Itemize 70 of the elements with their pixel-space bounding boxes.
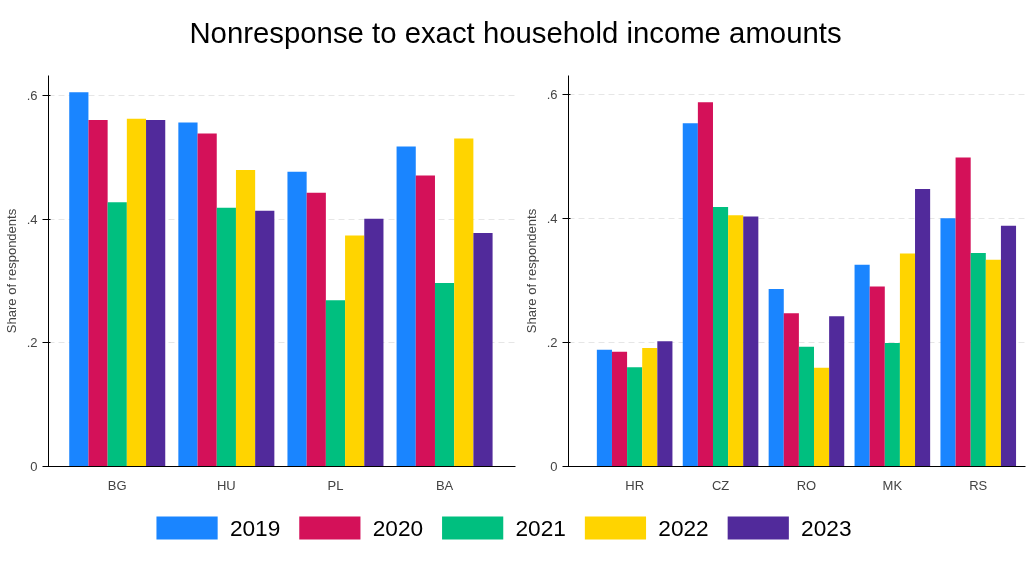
bar xyxy=(743,216,759,467)
bar xyxy=(829,316,845,467)
bar xyxy=(697,102,713,467)
bar xyxy=(306,192,326,467)
x-tick-label: MK xyxy=(882,477,903,493)
bar xyxy=(798,346,815,467)
chart-title: Nonresponse to exact household income amounts xyxy=(189,16,842,49)
bar xyxy=(287,171,307,467)
y-axis-title: Share of respondents xyxy=(3,208,19,334)
y-axis-title: Share of respondents xyxy=(523,208,539,334)
bar xyxy=(325,300,346,467)
bar xyxy=(596,349,612,467)
bar xyxy=(915,189,931,467)
bar xyxy=(1000,225,1017,467)
y-tick-label: .6 xyxy=(546,86,558,102)
bar xyxy=(783,313,799,467)
bar xyxy=(255,210,275,467)
bar xyxy=(415,175,435,467)
bar xyxy=(728,215,744,467)
bar xyxy=(88,119,108,467)
bar xyxy=(682,123,698,467)
bar xyxy=(197,133,217,467)
bar xyxy=(657,341,673,467)
bar xyxy=(454,138,474,467)
bar xyxy=(473,233,493,467)
legend-label: 2021 xyxy=(515,514,566,541)
y-tick-label: 0 xyxy=(30,459,38,474)
bar xyxy=(854,264,870,467)
bar xyxy=(712,207,729,467)
y-tick-label: .6 xyxy=(26,88,38,104)
bar xyxy=(434,283,455,467)
bar xyxy=(216,207,236,467)
y-tick-label: 0 xyxy=(550,459,558,474)
bar xyxy=(146,119,166,467)
bar xyxy=(627,367,643,467)
bar xyxy=(869,286,885,467)
bar xyxy=(970,253,986,467)
bar xyxy=(345,235,365,467)
bar xyxy=(396,146,416,467)
bar xyxy=(899,253,916,467)
legend-label: 2023 xyxy=(801,514,852,541)
x-tick-label: RS xyxy=(969,477,988,493)
bar xyxy=(814,367,830,467)
bar xyxy=(940,218,956,467)
bar xyxy=(985,259,1001,467)
bar xyxy=(955,157,971,467)
bar xyxy=(126,118,147,467)
legend-label: 2019 xyxy=(229,514,281,541)
y-tick-label: .2 xyxy=(546,334,558,350)
legend-label: 2022 xyxy=(658,514,709,541)
bar xyxy=(611,351,628,467)
y-tick-label: .4 xyxy=(546,210,558,226)
x-tick-label: BG xyxy=(107,477,127,493)
x-tick-label: RO xyxy=(796,477,817,493)
x-tick-label: HU xyxy=(216,477,236,493)
y-tick-label: .2 xyxy=(26,335,38,351)
bar xyxy=(235,170,256,467)
x-tick-label: CZ xyxy=(711,477,730,493)
bar xyxy=(178,122,198,467)
bar xyxy=(642,347,658,467)
legend-label: 2020 xyxy=(372,514,424,541)
bar xyxy=(364,218,384,467)
y-tick-label: .4 xyxy=(26,211,38,227)
x-tick-label: HR xyxy=(625,477,645,493)
x-tick-label: PL xyxy=(327,477,344,493)
bar xyxy=(69,92,89,467)
bar xyxy=(884,342,900,467)
x-tick-label: BA xyxy=(435,477,454,493)
bar xyxy=(768,289,784,467)
bar xyxy=(107,202,127,467)
